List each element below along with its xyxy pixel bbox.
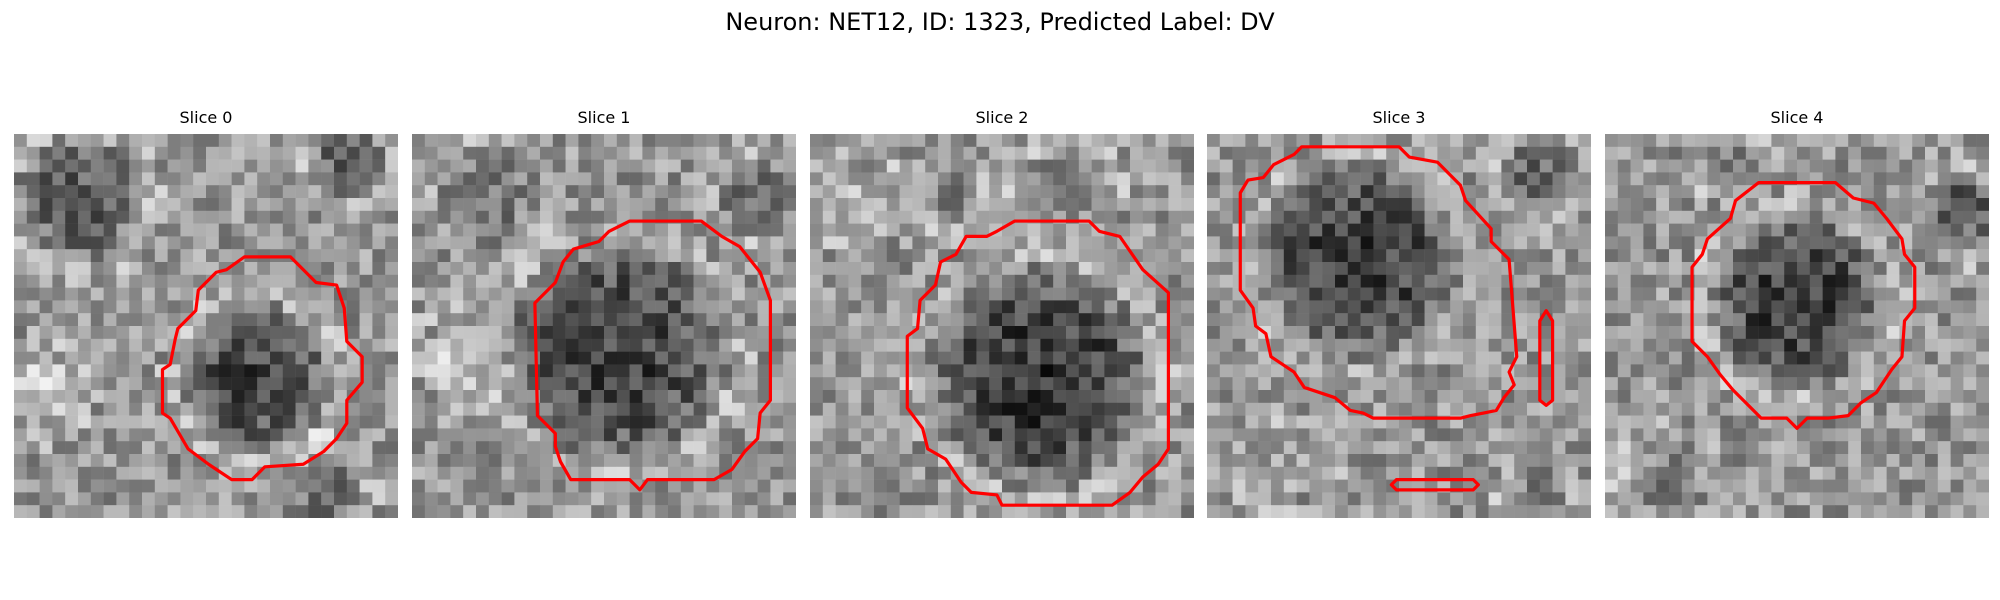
slice-panel-4: Slice 4 [1605,108,1989,528]
cell-contour-1 [533,219,773,492]
slice-image-4 [1605,134,1989,518]
slice-title-3: Slice 3 [1372,108,1426,127]
slice-image-2 [810,134,1194,518]
slice-image-1 [412,134,796,518]
slice-panel-2: Slice 2 [810,108,1194,528]
slice-panel-1: Slice 1 [412,108,796,528]
cell-contour-2 [905,219,1170,507]
cell-contour-0 [160,255,364,482]
slice-title-1: Slice 1 [577,108,631,127]
slice-title-2: Slice 2 [975,108,1029,127]
slice-title-4: Slice 4 [1770,108,1824,127]
slice-image-3 [1207,134,1591,518]
small-contour-right [1538,309,1555,407]
figure-title: Neuron: NET12, ID: 1323, Predicted Label… [725,8,1275,36]
small-contour-bottom [1389,478,1480,492]
slice-title-0: Slice 0 [179,108,233,127]
slice-panel-3: Slice 3 [1207,108,1591,528]
cell-contour-3 [1238,145,1519,420]
slice-image-0 [14,134,398,518]
cell-contour-4 [1690,181,1917,431]
slice-panel-0: Slice 0 [14,108,398,528]
